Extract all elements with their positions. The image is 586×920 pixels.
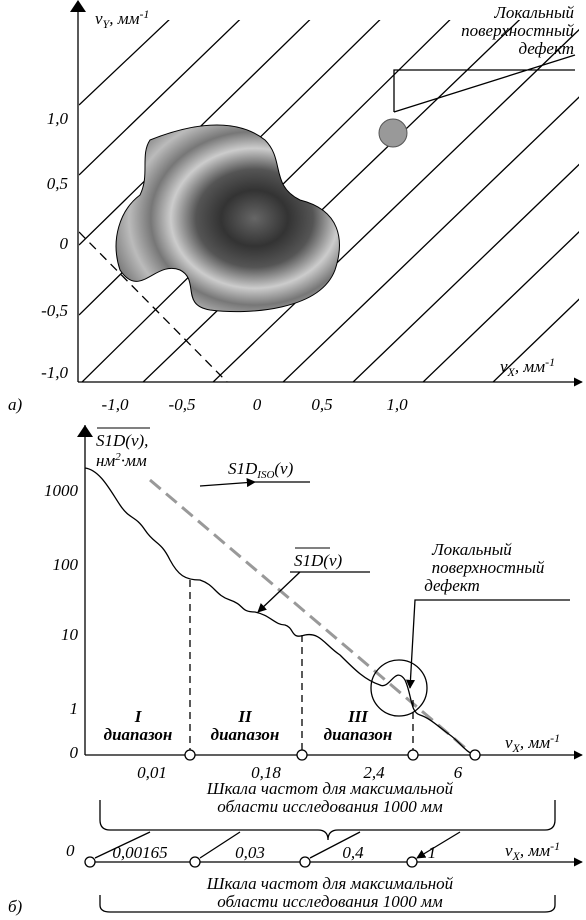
scale-caption: области исследования 1000 мм <box>217 797 443 816</box>
y-tick-label: -1,0 <box>41 363 68 382</box>
x2-axis-label: νX, мм-1 <box>505 839 560 863</box>
label-part: , мм <box>520 733 550 752</box>
y-tick-label: 1,0 <box>47 109 69 128</box>
panel-label: б) <box>8 897 23 916</box>
y-tick-label: 0,5 <box>47 174 68 193</box>
defect-label: дефект <box>518 39 574 58</box>
y-tick-label: 1 <box>70 699 79 718</box>
defect-label: дефект <box>424 576 480 595</box>
spectrum-blob <box>116 125 339 312</box>
x-tick-label: 0,01 <box>137 763 167 782</box>
defect-label: поверхностный <box>461 21 574 40</box>
label-part: -1 <box>545 355 555 369</box>
iso-line <box>150 480 470 752</box>
defect-label: Локальный <box>493 3 574 22</box>
x-tick-label: 0,5 <box>311 395 332 414</box>
y-tick-label: 0 <box>70 743 79 762</box>
label-part: , <box>144 431 148 450</box>
figure: νY, мм-1 νX, мм-1 Локальный поверхностны… <box>0 0 586 920</box>
label-part: S1D <box>228 459 258 478</box>
range-label: II <box>237 707 253 726</box>
scale-caption: Шкала частот для максимальной <box>206 874 454 893</box>
x-axis-label: νX, мм-1 <box>500 355 555 379</box>
label-part: -1 <box>139 7 149 21</box>
label-part: ISO <box>256 469 274 481</box>
y-axis-label: S1D(ν), <box>96 431 148 450</box>
defect-label: поверхностный <box>432 558 545 577</box>
x-tick-label: 1,0 <box>386 395 408 414</box>
defect-label: Локальный <box>431 540 512 559</box>
y-tick-label: 0 <box>60 234 69 253</box>
defect-spot <box>379 119 407 147</box>
x-tick-label: 0 <box>253 395 262 414</box>
s1d-curve <box>85 468 475 755</box>
label-part: S1D(ν) <box>96 431 144 450</box>
panel-label: а) <box>8 395 23 414</box>
x2-tick-label: 0,4 <box>342 843 364 862</box>
label-part: (ν) <box>323 551 342 570</box>
label-part: , мм <box>109 9 139 28</box>
label-part: (ν) <box>274 459 293 478</box>
label-part: S1D <box>294 551 324 570</box>
x-tick-label: -1,0 <box>102 395 129 414</box>
axis2-zero: 0 <box>66 841 75 860</box>
y-tick-label: 100 <box>53 555 79 574</box>
x-axis-label: νX, мм-1 <box>505 731 560 755</box>
label-part: ·мм <box>121 451 147 470</box>
y-axis-label: νY, мм-1 <box>95 7 149 31</box>
range-label: III <box>347 707 369 726</box>
iso-label: S1DISO(ν) <box>228 459 294 481</box>
x-tick-label: -0,5 <box>169 395 196 414</box>
range-label: диапазон <box>104 725 173 744</box>
y-tick-label: 10 <box>61 625 79 644</box>
y-axis-unit: нм2·мм <box>96 451 147 470</box>
x2-tick-label: 0,03 <box>235 843 265 862</box>
label-part: , мм <box>515 357 545 376</box>
range-label: диапазон <box>324 725 393 744</box>
scale-caption: Шкала частот для максимальной <box>206 779 454 798</box>
range-label: диапазон <box>211 725 280 744</box>
range-label: I <box>134 707 143 726</box>
scale-caption: области исследования 1000 мм <box>217 892 443 911</box>
y-tick-label: -0,5 <box>41 301 68 320</box>
x-tick-label: 6 <box>454 763 463 782</box>
label-part: -1 <box>550 731 560 745</box>
x2-tick-label: 1 <box>428 843 437 862</box>
label-part: -1 <box>550 839 560 853</box>
label-part: , мм <box>520 841 550 860</box>
label-part: нм <box>96 451 115 470</box>
curve-label: S1D(ν) <box>294 551 342 570</box>
y-tick-label: 1000 <box>44 481 79 500</box>
